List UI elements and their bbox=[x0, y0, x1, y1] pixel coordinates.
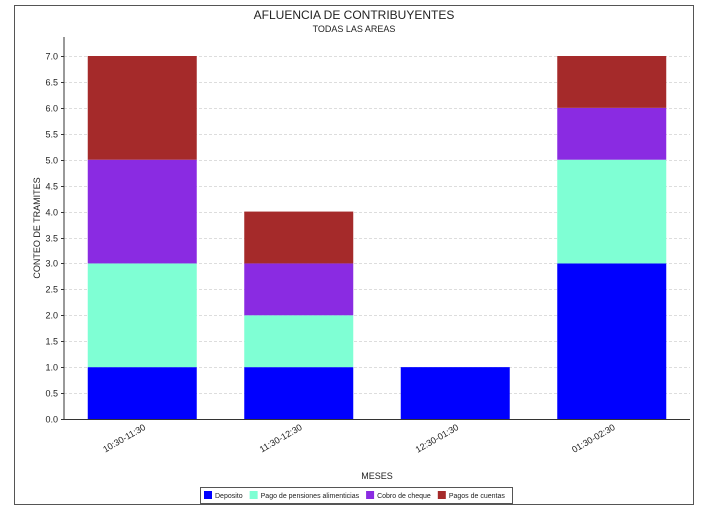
bar-segment-cobro-de-cheque bbox=[244, 263, 354, 316]
bar-segment-cobro-de-cheque bbox=[87, 159, 197, 264]
bar-segment-pagos-de-cuentas bbox=[557, 56, 667, 108]
chart-subtitle: TODAS LAS AREAS bbox=[313, 24, 396, 34]
y-axis-label: CONTEO DE TRAMITES bbox=[32, 177, 42, 278]
bar-segment-deposito bbox=[87, 367, 197, 419]
bar-segment-deposito bbox=[400, 367, 510, 419]
bar-segment-cobro-de-cheque bbox=[557, 107, 667, 160]
y-tick-label: 7.0 bbox=[45, 52, 58, 62]
legend-item-label: Cobro de cheque bbox=[377, 493, 431, 500]
y-tick-label: 2.0 bbox=[45, 311, 58, 321]
y-tick-label: 5.5 bbox=[45, 130, 58, 140]
bar-segment-pago-de-pensiones-alimenticias bbox=[244, 315, 354, 368]
y-tick-label: 5.0 bbox=[45, 156, 58, 166]
y-tick-label: 0.5 bbox=[45, 389, 58, 399]
y-tick-label: 6.5 bbox=[45, 78, 58, 88]
y-tick-label: 3.5 bbox=[45, 234, 58, 244]
bar-segment-pagos-de-cuentas bbox=[244, 211, 354, 264]
chart-title: AFLUENCIA DE CONTRIBUYENTES bbox=[254, 8, 455, 22]
y-tick-label: 2.5 bbox=[45, 285, 58, 295]
bar-segment-pagos-de-cuentas bbox=[87, 56, 197, 160]
y-tick-label: 3.0 bbox=[45, 259, 58, 269]
bar-segment-deposito bbox=[244, 367, 354, 419]
legend: Deposito Pago de pensiones alimenticias Co… bbox=[200, 487, 513, 504]
y-tick-label: 4.5 bbox=[45, 182, 58, 192]
bar-segment-pago-de-pensiones-alimenticias bbox=[87, 263, 197, 368]
legend-swatch bbox=[204, 491, 212, 499]
legend-item-label: Pagos de cuentas bbox=[449, 493, 506, 500]
legend-item-label: Deposito bbox=[215, 493, 243, 500]
legend-swatch bbox=[366, 491, 375, 499]
legend-item-label: Pago de pensiones alimenticias bbox=[261, 493, 360, 500]
y-tick-label: 0.0 bbox=[45, 415, 58, 425]
y-tick-label: 1.0 bbox=[45, 363, 58, 373]
bar-segment-deposito bbox=[557, 263, 667, 419]
legend-swatch bbox=[437, 491, 446, 499]
y-tick-label: 1.5 bbox=[45, 337, 58, 347]
legend-swatch bbox=[249, 491, 258, 499]
bar-segment-pago-de-pensiones-alimenticias bbox=[557, 159, 667, 264]
y-tick-label: 6.0 bbox=[45, 104, 58, 114]
legend-box bbox=[200, 487, 513, 504]
x-axis-label: MESES bbox=[361, 471, 393, 481]
y-tick-label: 4.0 bbox=[45, 208, 58, 218]
